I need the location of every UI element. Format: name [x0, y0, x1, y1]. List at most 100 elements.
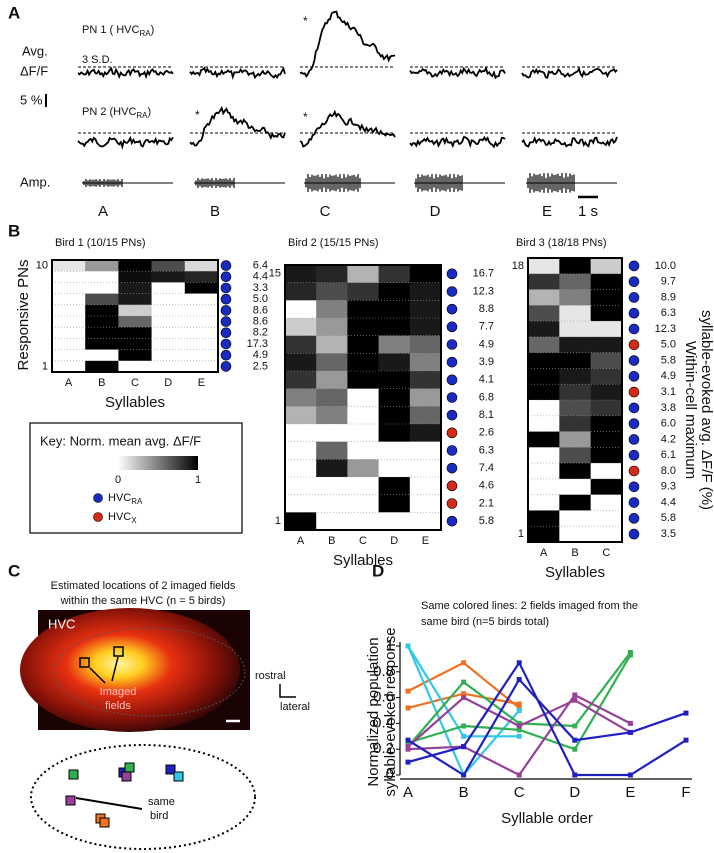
max-value: 3.5: [661, 528, 676, 540]
heatmap-cell: [347, 282, 379, 301]
syllable-label: E: [542, 203, 552, 220]
heatmap-cell: [316, 265, 348, 283]
field-marker: [113, 646, 124, 657]
heatmap-cell: [316, 441, 348, 460]
heatmap-cell: [559, 368, 591, 385]
max-value: 5.0: [661, 339, 676, 351]
heatmap-cell: [409, 318, 442, 336]
max-value: 12.3: [655, 323, 676, 335]
heatmap-cell: [316, 353, 348, 372]
max-value: 3.9: [479, 356, 494, 368]
row-tick-label: 10: [36, 260, 48, 272]
max-value: 2.6: [479, 427, 494, 439]
row-tick-label: 1: [518, 528, 524, 540]
heatmap-cell: [316, 477, 348, 495]
heatmap-cell: [85, 282, 119, 294]
heatmap-cell: [347, 477, 379, 495]
data-point: [461, 733, 467, 739]
max-value: 6.0: [661, 418, 676, 430]
heatmap-cell: [378, 335, 411, 354]
right-label: syllable-evoked avg. ΔF/F (%): [698, 310, 714, 510]
heatmap-cell: [285, 424, 317, 442]
asterisk: *: [303, 14, 308, 28]
data-point: [405, 643, 411, 649]
max-value: 4.1: [479, 374, 494, 386]
row-tick-label: 1: [42, 360, 48, 372]
heatmap-cell: [347, 406, 379, 425]
heatmap-cell: [559, 510, 591, 527]
syllable-label: A: [98, 203, 108, 220]
heatmap-cell: [52, 316, 86, 328]
heatmap-cell: [285, 353, 317, 372]
heatmap-cell: [559, 431, 591, 448]
heatmap-cell: [184, 293, 219, 306]
heatmap-cell: [590, 526, 623, 543]
heatmap-cell: [378, 282, 411, 301]
heatmap-cell: [118, 293, 152, 306]
heatmap-cell: [151, 360, 186, 373]
heatmap-cell: [316, 318, 348, 336]
cell-type-dot: [446, 286, 458, 297]
data-point: [627, 652, 633, 658]
heatmap-cell: [409, 424, 442, 442]
max-value: 9.3: [661, 481, 676, 493]
cell-type-dot: [220, 361, 232, 372]
x-tick-label: D: [164, 377, 172, 389]
field-label: fields: [105, 700, 131, 712]
heatmap-cell: [184, 360, 219, 373]
heatmap-cell: [316, 512, 348, 531]
y-tick-label: 0: [386, 766, 394, 783]
heatmap-cell: [151, 349, 186, 362]
data-point: [516, 723, 522, 729]
max-value: 4.4: [253, 271, 268, 283]
heatmap-frame: [284, 264, 442, 531]
panel-title: Estimated locations of 2 imaged fields: [51, 580, 236, 592]
x-tick-label: B: [571, 547, 578, 559]
heatmap-cell: [590, 415, 623, 432]
cell-type-dot: [446, 392, 458, 403]
y-tick-label: 0.6: [373, 689, 394, 706]
max-value: 16.7: [473, 268, 494, 280]
max-value: 7.4: [479, 462, 494, 474]
heatmap-cell: [118, 271, 152, 283]
heatmap-cell: [347, 441, 379, 460]
x-tick-label: E: [198, 377, 205, 389]
heatmap-cell: [378, 371, 411, 389]
syllable-label: D: [430, 203, 441, 220]
heatmap-cell: [590, 352, 623, 369]
heatmap-cell: [559, 415, 591, 432]
max-value: 4.6: [479, 480, 494, 492]
panel-label: C: [8, 561, 20, 580]
field-label: Imaged: [100, 686, 137, 698]
heatmap-cell: [85, 271, 119, 283]
heatmap-cell: [559, 400, 591, 417]
cell-type-dot: [446, 427, 458, 439]
heatmap-cell: [184, 304, 219, 317]
key-box: [29, 422, 243, 534]
heatmap-cell: [184, 327, 219, 339]
heatmap-cell: [378, 424, 411, 442]
data-point: [627, 772, 633, 778]
y-tick-label: 1: [386, 637, 394, 654]
data-point: [572, 737, 578, 743]
trace: [521, 66, 618, 79]
heatmap-cell: [151, 282, 186, 294]
trace: [409, 135, 506, 149]
max-value: 5.8: [661, 512, 676, 524]
heatmap-cell: [528, 510, 560, 527]
max-value: 12.3: [473, 285, 494, 297]
asterisk: *: [195, 108, 200, 122]
cell-type-dot: [628, 292, 640, 303]
heatmap-cell: [347, 371, 379, 389]
max-value: 3.8: [661, 402, 676, 414]
heatmap-cell: [151, 304, 186, 317]
key-range-label: 1: [195, 474, 201, 486]
x-tick-label: B: [98, 377, 105, 389]
heatmap-cell: [590, 289, 623, 306]
heatmap-cell: [52, 338, 86, 350]
heatmap-cell: [316, 300, 348, 319]
heatmap-cell: [52, 282, 86, 294]
heatmap-cell: [184, 282, 219, 294]
heatmap-cell: [409, 265, 442, 283]
trace: [299, 109, 396, 148]
